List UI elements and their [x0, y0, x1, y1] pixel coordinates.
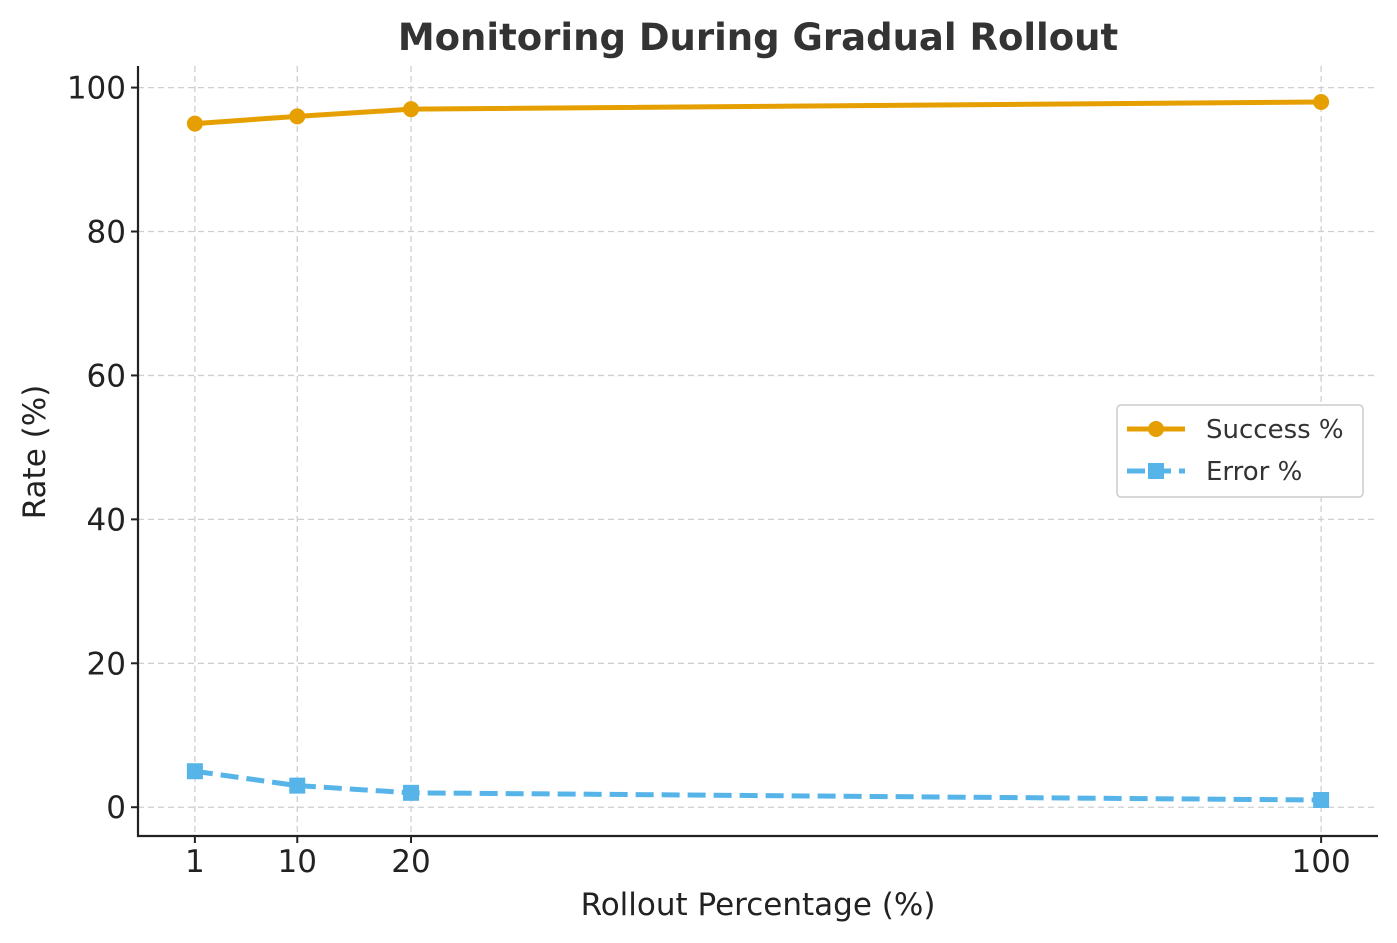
y-tick-label: 0 [106, 790, 126, 826]
data-point-success [289, 108, 306, 125]
data-point-error [186, 763, 203, 780]
series-success [186, 93, 1330, 132]
data-point-error [289, 777, 306, 794]
legend: Success % Error % [1116, 404, 1364, 498]
legend-item-success: Success % [1127, 415, 1344, 445]
data-point-success [186, 115, 203, 132]
legend-marker [1148, 463, 1164, 479]
axes-frame [136, 66, 1378, 838]
plot-series [186, 93, 1330, 809]
y-axis-label: Rate (%) [17, 385, 53, 520]
y-tick-label: 60 [87, 358, 126, 394]
data-point-error [403, 784, 420, 801]
series-line-success [194, 99, 1322, 127]
x-tick-label: 1 [185, 844, 205, 880]
legend-marker [1148, 421, 1164, 437]
y-tick-label: 100 [67, 71, 126, 107]
chart-title: Monitoring During Gradual Rollout [398, 16, 1118, 59]
axis-ticks: 0 20 40 60 80 100 1 10 20 100 [67, 71, 1351, 880]
legend-label: Success % [1206, 415, 1344, 445]
data-point-success [403, 101, 420, 118]
data-point-success [1313, 93, 1330, 110]
x-axis-label: Rollout Percentage (%) [581, 887, 936, 923]
y-tick-label: 40 [87, 502, 126, 538]
x-tick-label: 20 [391, 844, 430, 880]
legend-label: Error % [1206, 457, 1302, 487]
data-point-error [1313, 792, 1330, 809]
series-line-error [194, 768, 1322, 803]
x-tick-label: 100 [1292, 844, 1351, 880]
legend-item-error: Error % [1127, 457, 1302, 487]
y-tick-label: 80 [87, 215, 126, 251]
x-tick-label: 10 [278, 844, 317, 880]
y-tick-label: 20 [87, 646, 126, 682]
series-error [186, 763, 1330, 809]
